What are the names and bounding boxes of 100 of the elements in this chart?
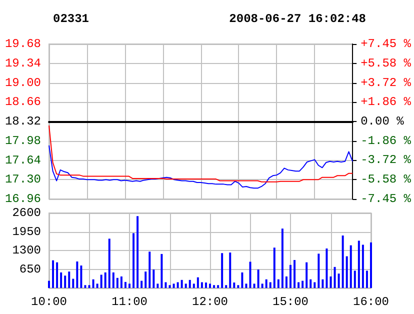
chart-title: 02331 xyxy=(53,12,90,26)
bar xyxy=(180,280,183,288)
y-tick-label: 650 xyxy=(19,262,41,276)
bar xyxy=(221,253,224,288)
bar xyxy=(160,254,163,288)
y2-tick-label: -5.58 % xyxy=(360,172,412,187)
bar xyxy=(298,282,300,288)
bar xyxy=(96,284,98,288)
y-tick-label: 17.30 xyxy=(4,172,41,187)
y2-tick-label: 0.00 % xyxy=(360,114,405,128)
bar xyxy=(108,238,110,288)
bar xyxy=(346,256,348,288)
bar xyxy=(80,266,82,288)
y-tick-label: 18.32 xyxy=(4,114,41,128)
bar xyxy=(290,264,292,288)
bar xyxy=(72,278,74,288)
bar xyxy=(354,270,356,288)
bar xyxy=(136,216,139,288)
bar xyxy=(84,285,86,288)
bar xyxy=(281,228,284,288)
bar xyxy=(350,245,352,288)
bar xyxy=(245,284,248,288)
bar xyxy=(237,285,240,288)
bar xyxy=(184,284,187,288)
bar xyxy=(156,284,159,288)
y-tick-label: 17.98 xyxy=(4,134,41,148)
bar xyxy=(148,252,151,288)
bar xyxy=(100,274,102,288)
bar xyxy=(334,266,336,288)
bar xyxy=(330,276,332,288)
bar xyxy=(277,279,280,288)
bar xyxy=(322,279,324,288)
bar xyxy=(60,272,62,288)
bar xyxy=(112,272,114,288)
x-tick-label: 16:00 xyxy=(352,295,390,309)
bar xyxy=(116,278,118,288)
bar xyxy=(209,284,211,288)
bar xyxy=(261,284,264,288)
y2-tick-label: -3.72 % xyxy=(360,153,412,168)
bar xyxy=(249,262,252,288)
bar xyxy=(92,279,94,288)
bar xyxy=(204,282,207,288)
bar xyxy=(269,282,272,288)
bar xyxy=(128,284,130,288)
bar xyxy=(213,285,216,288)
y2-tick-label: -1.86 % xyxy=(360,134,412,148)
bar xyxy=(48,280,50,288)
bar xyxy=(338,274,340,288)
bar xyxy=(342,236,344,288)
y-tick-label: 18.66 xyxy=(4,95,41,110)
bar xyxy=(229,252,232,288)
bar xyxy=(176,282,179,288)
bar xyxy=(76,261,78,288)
x-tick-label: 11:00 xyxy=(111,295,148,309)
bar xyxy=(265,279,268,288)
line-series xyxy=(48,144,354,189)
bar xyxy=(132,233,135,288)
bar xyxy=(314,282,316,288)
bar xyxy=(144,272,147,288)
bar xyxy=(200,282,203,288)
bar xyxy=(168,285,171,288)
bar xyxy=(52,260,54,288)
bar xyxy=(172,284,175,288)
bar xyxy=(326,248,328,288)
bar xyxy=(294,260,296,288)
bar xyxy=(196,277,199,288)
bar xyxy=(370,242,372,288)
bar xyxy=(88,285,90,288)
y-tick-label: 19.00 xyxy=(4,76,41,90)
bar xyxy=(104,272,106,288)
y-tick-label: 1300 xyxy=(12,244,41,258)
y-tick-label: 1950 xyxy=(12,224,41,239)
x-tick-label: 10:00 xyxy=(30,295,68,309)
bar xyxy=(285,276,288,288)
y-tick-label: 17.64 xyxy=(4,153,41,168)
bar xyxy=(140,280,143,288)
x-tick-label: 15:00 xyxy=(272,295,309,309)
y2-tick-label: +1.86 % xyxy=(360,95,412,110)
line-series xyxy=(48,124,354,182)
bar xyxy=(358,240,360,288)
bar xyxy=(318,254,320,288)
bar xyxy=(120,276,122,288)
x-tick-label: 12:00 xyxy=(192,295,228,309)
bar xyxy=(192,284,195,288)
bar xyxy=(366,270,368,288)
bar xyxy=(273,248,276,288)
y2-tick-label: -7.45 % xyxy=(360,192,412,206)
y-tick-label: 19.34 xyxy=(4,56,41,70)
bar xyxy=(302,280,304,288)
bar xyxy=(64,276,66,288)
bar xyxy=(56,262,58,288)
bar xyxy=(310,279,312,288)
bar xyxy=(306,262,308,288)
bar xyxy=(68,272,70,288)
bar xyxy=(362,244,364,288)
bar xyxy=(152,270,155,288)
y2-tick-label: +7.45 % xyxy=(360,37,412,51)
bar xyxy=(164,282,167,288)
bar xyxy=(225,285,228,288)
bar xyxy=(233,282,236,288)
